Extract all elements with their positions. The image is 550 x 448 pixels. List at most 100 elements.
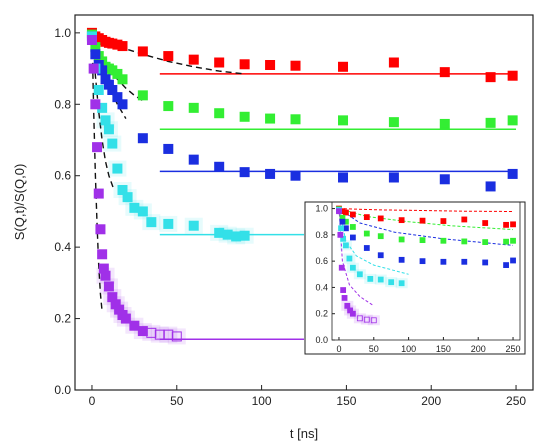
inset-data-point <box>419 217 426 224</box>
x-tick-label: 200 <box>471 344 486 354</box>
data-point <box>388 172 399 183</box>
y-tick-label: 0.4 <box>54 240 71 254</box>
data-point <box>290 60 301 71</box>
data-point <box>146 327 157 338</box>
data-point <box>188 54 199 65</box>
data-point <box>171 331 182 342</box>
y-tick-label: 0.2 <box>315 309 328 319</box>
inset-data-point <box>377 276 384 283</box>
x-tick-label: 250 <box>506 344 521 354</box>
data-point <box>163 101 174 112</box>
inset-data-point <box>482 259 489 266</box>
data-point <box>137 90 148 101</box>
data-point <box>100 270 111 281</box>
inset-data-point <box>343 209 349 216</box>
data-point <box>222 229 233 240</box>
inset-dashed-curve <box>338 208 514 246</box>
inset-data-point <box>370 317 377 324</box>
inset-data-point <box>510 237 516 244</box>
inset-data-point <box>440 237 447 244</box>
y-tick-label: 0.2 <box>54 312 71 326</box>
data-point <box>214 108 225 119</box>
inset-data-point <box>398 256 405 263</box>
inset-data-point <box>419 237 426 244</box>
data-point <box>239 111 250 122</box>
data-point <box>265 60 276 70</box>
inset-data-point <box>341 295 348 301</box>
main-plot: 0 50 100 150 200 250 0.0 0.2 0.4 0.6 0.8 1.0 t [ns]… <box>12 14 534 441</box>
x-tick-label: 200 <box>421 394 441 408</box>
data-point <box>507 168 518 179</box>
inset-data-point <box>340 287 347 293</box>
data-point <box>88 63 99 74</box>
data-point <box>188 154 199 165</box>
data-point <box>92 142 103 153</box>
data-point <box>129 320 140 331</box>
data-point <box>163 218 174 229</box>
data-point <box>485 117 496 128</box>
x-tick-label: 50 <box>369 344 379 354</box>
inset-plot: 0 50 100 150 200 250 0.0 0.2 0.4 0.6 0.8 1.0 <box>304 201 526 355</box>
data-point <box>117 41 128 52</box>
data-point <box>100 115 111 126</box>
x-tick-label: 50 <box>170 394 184 408</box>
data-point <box>231 231 242 242</box>
inset-data-point <box>338 264 345 271</box>
inset-data-point <box>349 224 356 230</box>
data-point <box>265 113 276 124</box>
data-point <box>188 220 199 231</box>
data-point <box>239 167 250 178</box>
data-point <box>103 281 114 292</box>
inset-data-point <box>377 233 384 240</box>
inset-background <box>304 201 526 355</box>
data-point <box>117 74 128 85</box>
x-tick-label: 150 <box>336 394 356 408</box>
inset-data-point <box>338 225 344 232</box>
inset-data-point <box>461 258 468 265</box>
inset-data-point <box>503 238 509 245</box>
inset-data-point <box>398 217 405 224</box>
data-point <box>214 161 225 172</box>
data-point <box>137 46 148 57</box>
data-point <box>97 249 108 260</box>
inset-data-point <box>461 216 468 223</box>
data-point <box>93 85 104 95</box>
inset-data-point <box>336 208 342 215</box>
data-point <box>214 227 225 238</box>
data-point <box>163 51 174 62</box>
y-tick-label: 0.4 <box>315 282 328 292</box>
inset-error-band <box>360 314 373 325</box>
data-point <box>137 133 148 144</box>
data-point <box>239 230 250 241</box>
inset-data-point <box>349 310 356 317</box>
inset-data-point <box>363 245 370 251</box>
inset-data-point <box>343 242 349 249</box>
data-point <box>163 143 174 154</box>
inset-data-point <box>482 239 489 245</box>
data-point <box>239 59 250 70</box>
data-point <box>120 313 131 324</box>
data-point <box>439 174 450 185</box>
data-point <box>103 124 114 135</box>
inset-data-point <box>440 258 447 265</box>
y-tick-label: 1.0 <box>54 26 71 40</box>
inset-data-point <box>482 220 489 226</box>
data-point <box>163 329 174 340</box>
inset-data-point <box>363 230 370 237</box>
inset-data-point <box>367 275 374 282</box>
data-point <box>137 206 148 217</box>
inset-data-point <box>388 279 395 286</box>
y-tick-label: 0.6 <box>315 256 328 266</box>
data-point <box>188 102 199 113</box>
data-point <box>90 99 101 110</box>
data-point <box>107 85 118 95</box>
error-band <box>167 328 186 345</box>
inset-data-point <box>337 231 344 238</box>
inset-data-point <box>398 280 405 287</box>
y-tick-label: 0.0 <box>54 383 71 397</box>
inset-data-point <box>419 258 426 265</box>
main-plateaus <box>159 73 517 341</box>
x-tick-label: 100 <box>252 394 272 408</box>
x-tick-label: 250 <box>506 394 526 408</box>
